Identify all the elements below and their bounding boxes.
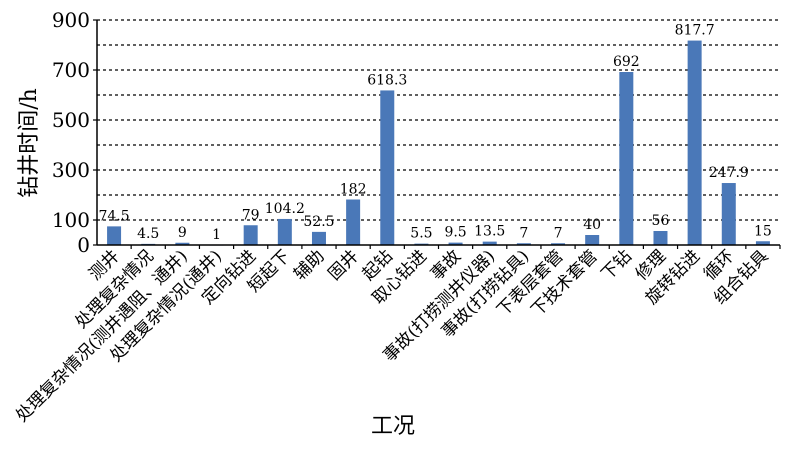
y-tick-label: 700 <box>52 58 90 82</box>
bar <box>346 199 361 245</box>
y-tick-label: 0 <box>77 233 90 257</box>
data-label: 79 <box>242 207 260 223</box>
data-label: 618.3 <box>367 72 407 88</box>
bar <box>721 183 736 245</box>
y-tick-label: 900 <box>52 8 90 32</box>
data-label: 5.5 <box>410 226 432 242</box>
x-axis-labels: 测井处理复杂情况处理复杂情况(测井遇阻、通井)处理复杂情况(通井)定向钻进短起下… <box>12 245 781 426</box>
data-label: 7 <box>554 225 563 241</box>
bar <box>755 241 770 245</box>
bar <box>448 242 463 245</box>
data-label: 1 <box>212 227 221 243</box>
bar <box>175 242 190 245</box>
bar <box>653 231 668 245</box>
bar <box>107 226 122 245</box>
data-label: 15 <box>754 223 772 239</box>
x-tick-label: 固井 <box>324 246 362 284</box>
x-tick-label: 下钻 <box>598 246 636 284</box>
y-tick-label: 100 <box>52 208 90 232</box>
bar <box>585 235 600 245</box>
bar <box>516 243 531 245</box>
bar <box>687 40 702 246</box>
bar <box>551 243 566 245</box>
data-label: 74.5 <box>98 208 129 224</box>
y-tick-label: 500 <box>52 108 90 132</box>
bar <box>619 72 634 245</box>
data-label: 692 <box>613 54 640 70</box>
data-label: 9.5 <box>444 225 466 241</box>
y-tick-label: 300 <box>52 158 90 182</box>
bar <box>311 231 326 245</box>
bar <box>380 90 395 245</box>
data-label: 56 <box>652 213 670 229</box>
data-label: 7 <box>519 225 528 241</box>
bars <box>107 40 770 246</box>
data-label: 817.7 <box>675 23 715 39</box>
data-label: 13.5 <box>474 224 505 240</box>
bar <box>243 225 258 245</box>
x-tick-label: 辅助 <box>290 246 328 284</box>
grid-lines <box>97 19 780 221</box>
data-label: 9 <box>178 225 187 241</box>
data-label: 182 <box>340 182 367 198</box>
data-label: 52.5 <box>303 214 334 230</box>
data-labels: 74.5 4.5 9 1 79 104.252.5 182 618.3 5.5 9.5 13.5 7 7… <box>98 23 771 243</box>
data-label: 4.5 <box>137 226 159 242</box>
bar <box>482 241 497 245</box>
data-label: 247.9 <box>709 165 749 181</box>
x-axis-title: 工况 <box>371 414 415 439</box>
y-axis-title: 钻井时间/h <box>17 88 42 198</box>
bar <box>277 218 292 245</box>
data-label: 40 <box>583 217 601 233</box>
data-label: 104.2 <box>265 201 305 217</box>
